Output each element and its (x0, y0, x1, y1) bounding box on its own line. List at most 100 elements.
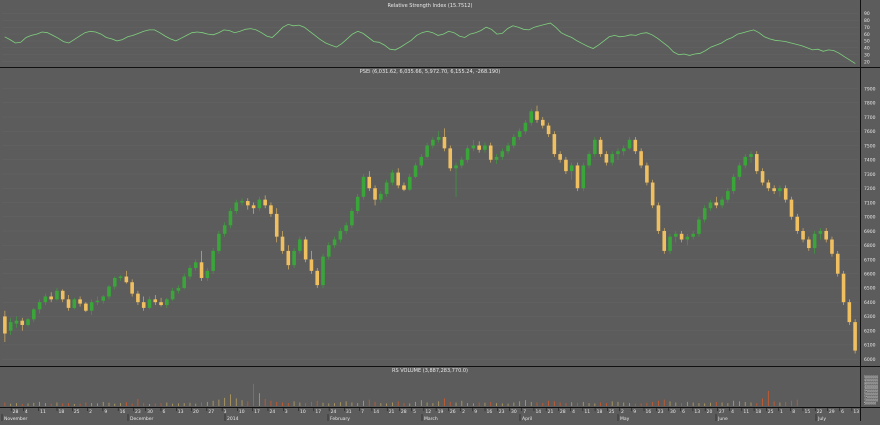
candle-body (95, 300, 100, 303)
candle-body (78, 299, 82, 304)
candle-body (390, 172, 395, 183)
candle-body (32, 309, 36, 320)
price-ytick-label: 7300 (864, 172, 876, 178)
candle-body (714, 202, 719, 206)
x-tick-label: 16 (646, 409, 652, 415)
candle-body (118, 276, 123, 278)
candle-body (442, 136, 447, 149)
candle-body (355, 196, 360, 212)
candle-body (431, 139, 435, 146)
candle-body (540, 119, 545, 126)
candle-body (419, 156, 424, 166)
x-tick-label: 9 (633, 409, 636, 415)
candle-body (506, 145, 510, 152)
rsi-ytick-label: 70 (864, 25, 870, 31)
x-tick-label: 9 (474, 409, 477, 415)
candle-body (436, 136, 441, 140)
candle-body (593, 139, 597, 155)
candle-body (454, 165, 458, 169)
x-month-label: July (817, 416, 826, 421)
candle-body (153, 299, 158, 303)
candle-body (708, 202, 713, 209)
candle-body (581, 165, 586, 189)
x-tick-label: 25 (609, 409, 615, 415)
x-axis: 28 4 11 18 25 2 9 16 23 30 6 13 20 27 3 10 17 24 3 10 17 24 31… (1, 408, 859, 422)
candle-body (193, 262, 198, 268)
candle-body (460, 159, 464, 166)
candle-body (569, 165, 574, 172)
candle-body (448, 148, 453, 169)
candle-body (726, 191, 730, 200)
price-ytick-label: 6200 (864, 328, 876, 334)
x-tick-label: 1 (780, 409, 783, 415)
x-tick-label: 24 (331, 409, 337, 415)
candle-body (702, 208, 707, 220)
candle-body (257, 199, 262, 209)
candle-body (616, 151, 620, 155)
candle-body (598, 139, 603, 155)
x-tick-label: 31 (346, 409, 352, 415)
candle-body (165, 299, 169, 306)
candle-body (575, 165, 580, 189)
price-ytick-label: 6100 (864, 343, 876, 349)
candle-body (835, 253, 840, 274)
x-tick-label: 20 (193, 409, 199, 415)
x-tick-label: 13 (853, 409, 859, 415)
x-tick-label: 14 (535, 409, 541, 415)
x-month-label: February (330, 416, 350, 421)
x-tick-label: 14 (373, 409, 379, 415)
candle-body (465, 148, 470, 160)
volume-panel: RS VOLUME (3,887,283,770.0) 500000100000… (4, 368, 878, 406)
rsi-ytick-label: 40 (864, 46, 870, 52)
x-tick-label: 7 (523, 409, 526, 415)
rsi-ytick-label: 30 (864, 52, 870, 58)
x-tick-label: 13 (178, 409, 184, 415)
price-ytick-label: 7900 (864, 86, 876, 92)
x-tick-label: 3 (224, 409, 227, 415)
x-month-label: March (424, 416, 438, 421)
x-tick-label: 17 (315, 409, 321, 415)
candle-body (407, 176, 412, 190)
x-tick-label: 30 (147, 409, 153, 415)
x-month-label: May (620, 416, 630, 421)
x-tick-label: 30 (511, 409, 517, 415)
x-tick-label: 11 (40, 409, 46, 415)
price-ytick-label: 6500 (864, 286, 876, 292)
candle-body (523, 122, 528, 132)
candle-body (326, 245, 331, 257)
x-tick-label: 25 (74, 409, 80, 415)
candle-body (107, 286, 111, 297)
x-tick-label: 23 (135, 409, 141, 415)
candle-body (529, 111, 534, 123)
candle-body (853, 322, 857, 351)
candle-body (737, 165, 742, 177)
candle-body (552, 134, 557, 155)
candle-body (309, 259, 314, 271)
x-tick-label: 18 (756, 409, 762, 415)
price-ytick-label: 7100 (864, 200, 876, 206)
candle-body (60, 290, 65, 300)
x-tick-label: 28 (401, 409, 407, 415)
volume-ytick-label: 5000000 (864, 375, 878, 379)
candle-body (668, 236, 672, 251)
candle-body (217, 233, 221, 251)
x-tick-label: 2 (621, 409, 624, 415)
rsi-title: Relative Strength Index (15.7512) (388, 3, 473, 9)
price-ytick-label: 7400 (864, 158, 876, 164)
volume-ytick-label: 500000 (864, 401, 876, 405)
volume-ytick-label: 2500000 (864, 390, 878, 394)
candle-body (234, 202, 239, 212)
candle-body (425, 145, 429, 157)
candle-body (130, 282, 134, 294)
candle-body (8, 322, 13, 331)
candle-body (494, 156, 499, 160)
candle-body (656, 205, 661, 231)
candle-body (789, 199, 794, 217)
x-tick-label: 4 (25, 409, 28, 415)
candle-body (182, 276, 186, 288)
candle-body (645, 165, 649, 183)
price-ytick-label: 7700 (864, 115, 876, 121)
candle-body (801, 230, 805, 240)
candle-body (84, 303, 88, 311)
